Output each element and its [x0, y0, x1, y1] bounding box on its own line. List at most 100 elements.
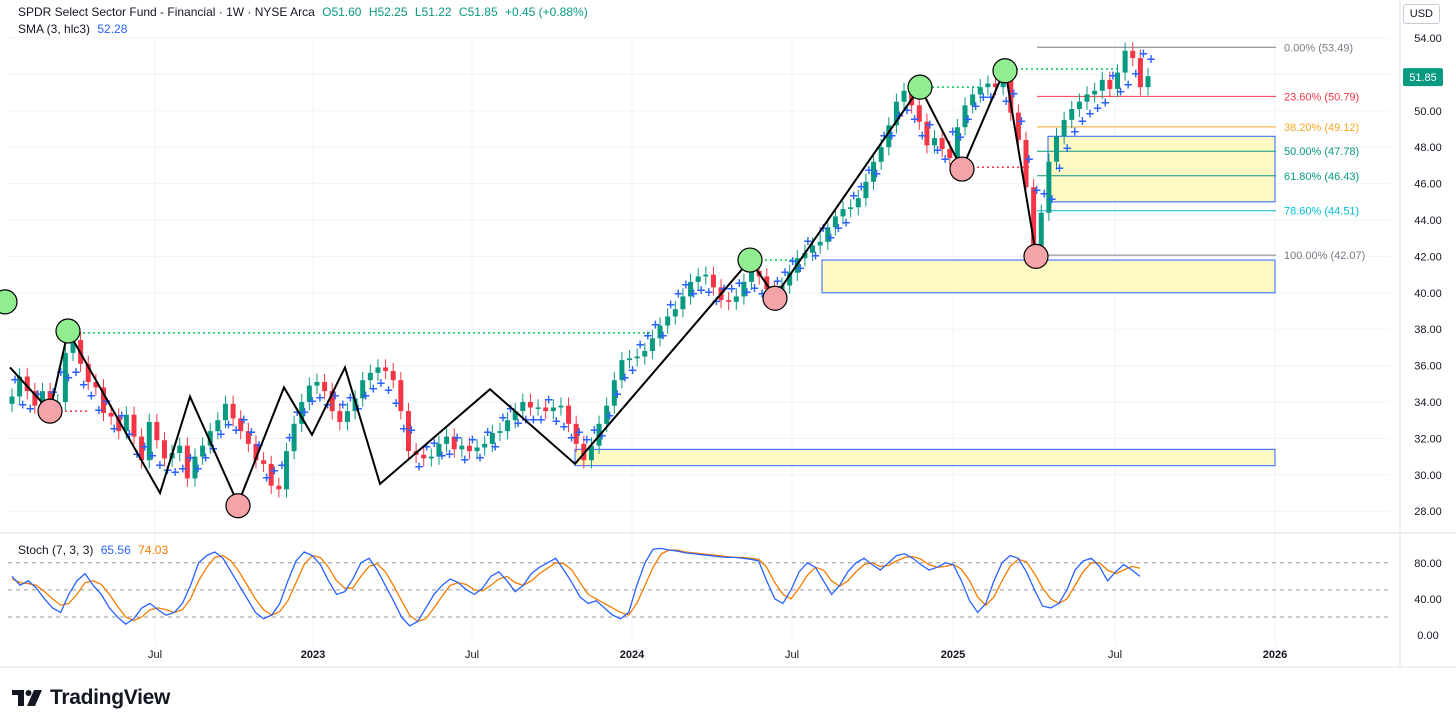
- sma-marker: +: [932, 143, 942, 157]
- candle-body: [1137, 58, 1143, 88]
- swing-low-marker: [949, 156, 975, 182]
- sma-marker: +: [742, 285, 752, 299]
- candle-body: [314, 381, 320, 386]
- candle-body: [619, 360, 625, 381]
- candle-body: [215, 420, 221, 432]
- sma-marker: +: [292, 405, 302, 419]
- candle-body: [581, 443, 587, 461]
- sma-marker: +: [643, 329, 653, 343]
- sma-marker: +: [422, 440, 432, 454]
- stoch-legend[interactable]: Stoch (7, 3, 3) 65.56 74.03: [18, 543, 172, 557]
- sma-marker: +: [696, 283, 706, 297]
- sma-marker: +: [178, 461, 188, 475]
- candle-body: [901, 90, 907, 102]
- stoch-k-line: [11, 547, 1141, 627]
- candle-body: [222, 403, 228, 421]
- sma-marker: +: [612, 387, 622, 401]
- candle-body: [688, 281, 694, 297]
- candle-body: [116, 416, 122, 432]
- sma-marker: +: [1047, 192, 1057, 206]
- currency-button[interactable]: USD: [1402, 4, 1440, 24]
- candle-body: [840, 209, 846, 217]
- candle-body: [680, 296, 686, 310]
- sma-marker: +: [658, 329, 668, 343]
- sma-marker: +: [1108, 68, 1118, 82]
- sma-marker: +: [955, 130, 965, 144]
- candle-body: [733, 296, 739, 302]
- candle-body: [657, 325, 663, 339]
- x-tick-label: 2025: [941, 649, 965, 661]
- candle-body: [1038, 212, 1044, 246]
- candle-body: [566, 405, 572, 424]
- sma-marker: +: [1093, 101, 1103, 115]
- x-tick-label: Jul: [148, 649, 162, 661]
- candle-body: [466, 445, 472, 452]
- y-tick-label: 32.00: [1414, 433, 1442, 445]
- tradingview-logo-icon: [12, 690, 42, 706]
- support-zone: [1047, 135, 1276, 203]
- swing-zigzag-line: [9, 65, 1037, 507]
- sma-marker: +: [10, 372, 20, 386]
- sma-marker: +: [1054, 161, 1064, 175]
- candle-body: [390, 371, 396, 381]
- sma-marker: +: [63, 370, 73, 384]
- fib-level-label: 0.00% (53.49): [1284, 42, 1353, 54]
- candle-body: [177, 445, 183, 453]
- candle-body: [238, 418, 244, 432]
- sma-marker: +: [376, 376, 386, 390]
- sma-marker: +: [673, 287, 683, 301]
- candle-body: [962, 105, 968, 128]
- sma-marker: +: [536, 412, 546, 426]
- y-tick-label: 38.00: [1414, 324, 1442, 336]
- sma-marker: +: [681, 278, 691, 292]
- sma-marker: +: [315, 390, 325, 404]
- swing-high-marker: [907, 74, 933, 100]
- candle-body: [535, 407, 541, 409]
- sma-marker: +: [780, 265, 790, 279]
- candle-body: [848, 207, 854, 210]
- fib-level-label: 38.20% (49.12): [1284, 122, 1359, 134]
- sma-marker: +: [368, 381, 378, 395]
- sma-marker: +: [750, 281, 760, 295]
- sma-marker: +: [1115, 85, 1125, 99]
- candle-body: [230, 403, 236, 419]
- sma-marker: +: [445, 447, 455, 461]
- sma-legend[interactable]: SMA (3, hlc3) 52.28: [18, 22, 131, 36]
- candle-body: [100, 387, 106, 413]
- candle-body: [1115, 72, 1121, 89]
- sma-marker: +: [589, 423, 599, 437]
- candle-body: [428, 456, 434, 459]
- candle-body: [817, 241, 823, 246]
- sma-marker: +: [155, 458, 165, 472]
- candle-body: [489, 432, 495, 444]
- candle-body: [932, 138, 938, 146]
- sma-marker: +: [498, 410, 508, 424]
- candle-body: [344, 411, 350, 423]
- sma-marker: +: [879, 128, 889, 142]
- candle-body: [306, 385, 312, 402]
- candle-body: [276, 485, 282, 490]
- candle-body: [939, 138, 945, 150]
- candle-body: [161, 440, 167, 459]
- tradingview-logo[interactable]: TradingView: [12, 686, 170, 710]
- sma-marker: +: [1131, 66, 1141, 80]
- candle-body: [558, 405, 564, 408]
- sma-marker: +: [833, 221, 843, 235]
- x-tick-label: Jul: [1108, 649, 1122, 661]
- y-tick-label: 48.00: [1414, 142, 1442, 154]
- candle-body: [810, 245, 816, 253]
- sma-marker: +: [528, 412, 538, 426]
- sma-marker: +: [384, 383, 394, 397]
- ohlc-high: H52.25: [368, 5, 408, 19]
- sma-marker: +: [689, 287, 699, 301]
- sma-marker: +: [25, 401, 35, 415]
- swing-high-marker: [55, 318, 81, 344]
- sma-marker: +: [1009, 87, 1019, 101]
- candle-body: [421, 454, 427, 459]
- candle-body: [886, 125, 892, 148]
- sma-marker: +: [475, 451, 485, 465]
- sma-marker: +: [1138, 46, 1148, 60]
- candle-body: [451, 436, 457, 450]
- candle-body: [855, 198, 861, 208]
